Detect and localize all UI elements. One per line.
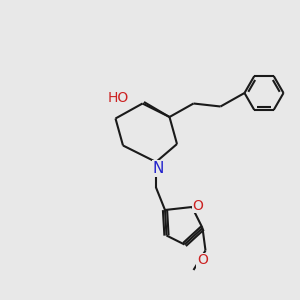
Text: HO: HO — [108, 92, 129, 105]
Text: O: O — [197, 253, 208, 267]
Text: N: N — [153, 161, 164, 176]
Text: O: O — [193, 199, 203, 212]
